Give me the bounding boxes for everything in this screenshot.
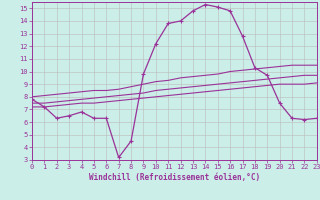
X-axis label: Windchill (Refroidissement éolien,°C): Windchill (Refroidissement éolien,°C): [89, 173, 260, 182]
